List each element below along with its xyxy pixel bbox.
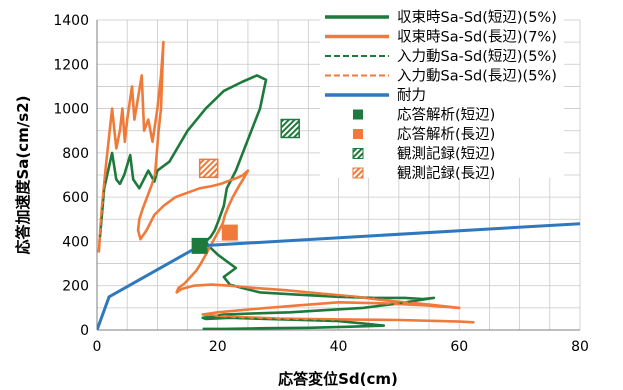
series-line-2 — [99, 74, 435, 330]
y-axis-title: 応答加速度Sa(cm/s2) — [14, 95, 32, 254]
y-tick-label: 800 — [62, 146, 89, 162]
data-point-2 — [280, 118, 300, 139]
legend-label-8: 観測記録(長辺) — [397, 165, 495, 182]
legend-label-4: 耐力 — [397, 87, 426, 104]
axes — [96, 20, 580, 331]
y-tick-label: 400 — [62, 234, 89, 250]
data-point-3 — [198, 158, 219, 179]
x-tick-label: 80 — [571, 339, 589, 355]
legend-swatch-7 — [352, 148, 364, 159]
legend-label-0: 収束時Sa-Sd(短辺)(5%) — [397, 9, 557, 26]
data-point-1 — [221, 224, 238, 241]
x-axis-title: 応答変位Sd(cm) — [278, 370, 398, 388]
legend-label-5: 応答解析(短辺) — [397, 107, 495, 124]
y-tick-label: 200 — [62, 279, 89, 295]
legend-label-6: 応答解析(長辺) — [397, 126, 495, 143]
legend-label-2: 入力動Sa-Sd(短辺)(5%) — [397, 48, 557, 65]
legend-swatch-6 — [353, 129, 363, 139]
x-tick-label: 0 — [93, 339, 102, 355]
y-tick-label: 0 — [80, 323, 89, 339]
data-point-0 — [191, 237, 208, 254]
y-tick-label: 1200 — [53, 57, 89, 73]
points-group — [191, 118, 300, 254]
legend-label-7: 観測記録(短辺) — [397, 146, 495, 163]
series-line-4 — [97, 222, 580, 330]
legend: 収束時Sa-Sd(短辺)(5%) 収束時Sa-Sd(長辺)(7%) 入力動Sa-Sd… — [320, 6, 564, 182]
legend-label-1: 収束時Sa-Sd(長辺)(7%) — [397, 29, 557, 46]
legend-swatch-8 — [352, 167, 364, 179]
legend-swatch-5 — [353, 109, 363, 120]
x-tick-label: 20 — [209, 339, 227, 355]
y-tick-label: 1400 — [53, 13, 89, 29]
series-group — [97, 40, 580, 330]
x-tick-label: 60 — [450, 339, 468, 355]
series-line-3 — [98, 41, 475, 324]
x-tick-label: 40 — [330, 339, 348, 355]
y-tick-label: 1000 — [53, 102, 89, 118]
y-tick-label: 600 — [62, 190, 89, 206]
legend-label-3: 入力動Sa-Sd(長辺)(5%) — [397, 68, 557, 85]
